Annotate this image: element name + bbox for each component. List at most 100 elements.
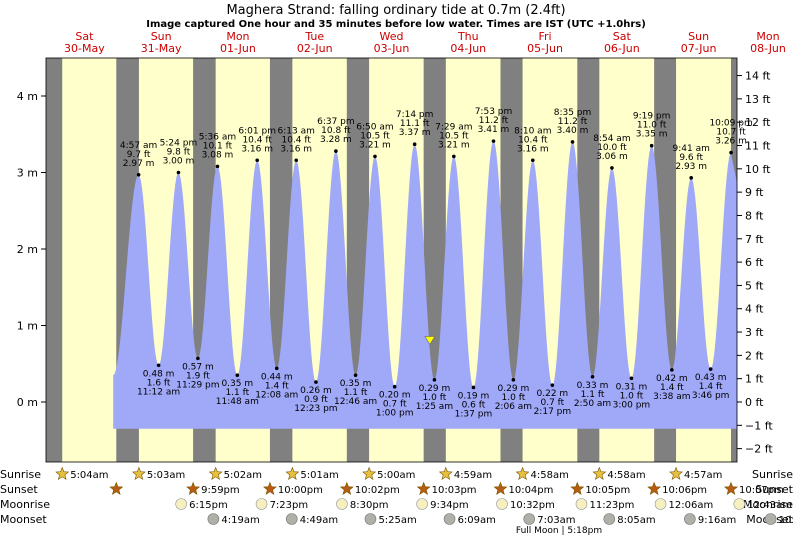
tide-feet-label: 1.6 ft xyxy=(147,378,171,388)
tide-point xyxy=(412,142,417,146)
moonset-time: 6:09am xyxy=(458,515,496,526)
axes: 0 m 1 m 2 m 3 m 4 m −2 ft −1 ft 0 ft 1 ft 2 ft 3 f… xyxy=(17,57,773,463)
y-left-tick-label: 2 m xyxy=(17,243,38,256)
moonset-icon xyxy=(764,513,777,525)
tide-time-label: 1:25 am xyxy=(416,402,453,412)
tide-point xyxy=(629,376,634,381)
sunset-time: 10:07pm xyxy=(739,485,784,496)
tide-metres-label: 0.20 m xyxy=(379,391,411,401)
day-name: Sat xyxy=(613,30,632,43)
moonset-time: 9:16am xyxy=(698,515,736,526)
sunset-icon xyxy=(109,481,124,495)
tide-time-label: 3:00 pm xyxy=(613,400,651,410)
moonrise-icon xyxy=(496,498,508,510)
tide-time-label: 1:00 pm xyxy=(376,409,414,419)
tide-feet-label: 1.4 ft xyxy=(699,382,723,392)
tide-point xyxy=(471,385,476,390)
day-name: Tue xyxy=(304,30,324,43)
tide-area xyxy=(113,141,738,429)
tide-time-label: 3:46 pm xyxy=(692,391,730,401)
sunset-icon xyxy=(493,481,508,495)
tide-metres-label: 0.43 m xyxy=(695,373,727,383)
astro-row-label-right: Sunrise xyxy=(752,468,793,481)
tide-point xyxy=(590,374,595,379)
tide-feet-label: 9.7 ft xyxy=(127,150,151,160)
moonrise-icon xyxy=(175,498,187,510)
tide-feet-label: 11.1 ft xyxy=(400,119,430,129)
sunset-time: 9:59pm xyxy=(201,485,240,496)
tide-point xyxy=(530,158,535,163)
astro-row-label-left: Moonrise xyxy=(0,498,50,511)
moonrise-time: 10:32pm xyxy=(510,500,555,511)
tide-metres-label: 3.08 m xyxy=(202,150,234,160)
tide-metres-label: 0.44 m xyxy=(261,372,293,382)
day-name: Sun xyxy=(151,30,172,43)
day-date: 02-Jun xyxy=(297,42,333,55)
tide-metres-label: 3.35 m xyxy=(636,130,668,140)
tide-feet-label: 0.6 ft xyxy=(462,400,486,410)
day-date: 01-Jun xyxy=(220,42,256,55)
sunset-icon xyxy=(647,481,662,495)
tide-time-label: 2:50 am xyxy=(574,399,611,409)
astro-row-label-right: Moonrise xyxy=(743,498,793,511)
y-right-tick-label: 11 ft xyxy=(745,140,771,153)
tide-feet-label: 1.4 ft xyxy=(265,381,289,391)
tide-point xyxy=(235,373,240,378)
tide-point xyxy=(491,139,496,143)
tide-feet-label: 1.9 ft xyxy=(186,371,210,381)
sunset-icon xyxy=(186,481,201,495)
tide-time-label: 12:23 pm xyxy=(294,404,337,414)
tide-point xyxy=(274,366,279,371)
tide-feet-label: 10.5 ft xyxy=(360,131,390,141)
tide-point xyxy=(452,154,456,159)
moonrise-time: 12:06am xyxy=(669,500,714,511)
day-name: Fri xyxy=(539,30,552,43)
sunset-time: 10:03pm xyxy=(432,485,477,496)
tide-metres-label: 3.40 m xyxy=(557,126,589,136)
tide-point xyxy=(353,373,358,378)
sunrise-time: 5:00am xyxy=(377,470,415,481)
y-right-tick-label: 0 ft xyxy=(745,396,764,409)
astro-row-label-left: Sunrise xyxy=(0,468,41,481)
tide-feet-label: 9.6 ft xyxy=(679,153,703,163)
current-tide-marker xyxy=(424,336,436,346)
tide-metres-label: 3.06 m xyxy=(596,152,628,162)
moonset-icon xyxy=(523,513,536,525)
day-date: 06-Jun xyxy=(604,42,640,55)
sunrise-icon xyxy=(592,466,607,480)
sunrise-time: 5:01am xyxy=(300,470,338,481)
sunset-icon xyxy=(416,481,431,495)
tide-feet-label: 1.0 ft xyxy=(423,393,447,403)
tide-feet-label: 11.2 ft xyxy=(479,116,509,126)
day-date: 05-Jun xyxy=(527,42,563,55)
tide-time-label: 8:10 am xyxy=(514,126,551,136)
day-name: Wed xyxy=(380,30,404,43)
tide-time-label: 8:35 pm xyxy=(554,108,592,118)
tide-metres-label: 3.16 m xyxy=(517,144,549,154)
moonset-icon xyxy=(285,513,298,525)
astro-row-label-right: Sunset xyxy=(755,483,793,496)
tide-feet-label: 1.1 ft xyxy=(225,388,249,398)
tide-metres-label: 2.93 m xyxy=(675,162,707,172)
tide-point xyxy=(511,378,516,382)
y-right-tick-label: 10 ft xyxy=(745,163,771,176)
sunset-time: 10:06pm xyxy=(662,485,707,496)
day-name: Thu xyxy=(457,30,479,43)
sunrise-time: 4:59am xyxy=(454,470,492,481)
tide-feet-label: 10.4 ft xyxy=(518,135,548,145)
tide-metres-label: 0.26 m xyxy=(300,386,332,396)
astro-table: Sunrise Sunrise Sunset Sunset Moonrise Moonri… xyxy=(0,466,793,536)
y-left-tick-label: 1 m xyxy=(17,320,38,333)
tide-point xyxy=(670,368,674,372)
day-name: Mon xyxy=(756,30,779,43)
moonset-time: 4:49am xyxy=(300,515,338,526)
sunrise-icon xyxy=(55,466,70,480)
moonset-time: 7:03am xyxy=(537,515,575,526)
tide-metres-label: 0.35 m xyxy=(221,379,253,389)
sunrise-time: 4:58am xyxy=(531,470,569,481)
sunrise-time: 5:02am xyxy=(224,470,262,481)
tide-feet-label: 0.9 ft xyxy=(304,395,328,405)
y-right-tick-label: 8 ft xyxy=(745,209,764,222)
